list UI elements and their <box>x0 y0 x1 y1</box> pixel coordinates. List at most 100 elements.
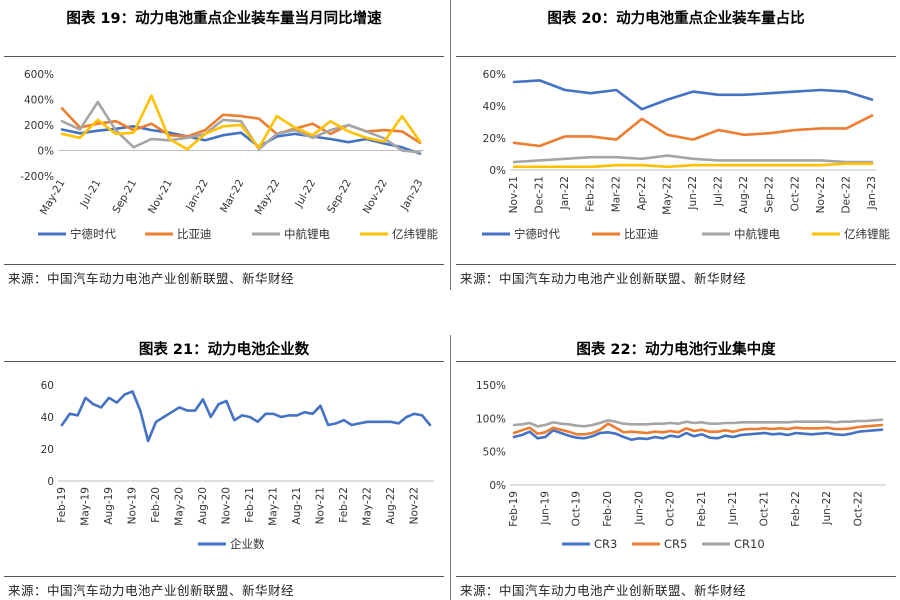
y-tick-label: 400% <box>24 95 54 107</box>
x-tick-label: Feb-19 <box>508 491 520 527</box>
series-line <box>512 422 884 436</box>
x-tick-label: Nov-22 <box>815 176 827 213</box>
legend-label: CR3 <box>594 537 617 551</box>
panel-divider-horizontal <box>4 56 444 57</box>
x-tick-label: Dec-22 <box>840 176 852 213</box>
x-tick-label: Feb-22 <box>338 487 350 523</box>
x-tick-label: May-22 <box>661 176 673 215</box>
legend-label: 比亚迪 <box>624 227 659 241</box>
legend-label: 中航锂电 <box>284 227 330 241</box>
x-tick-label: Feb-21 <box>696 491 708 527</box>
x-tick-label: Oct-20 <box>665 491 677 526</box>
x-tick-label: Aug-21 <box>291 487 303 525</box>
legend-label: 宁德时代 <box>514 227 560 241</box>
legend-label: CR5 <box>664 537 687 551</box>
series-line <box>60 390 432 443</box>
legend-label: 宁德时代 <box>70 227 116 241</box>
legend-label: 比亚迪 <box>177 227 212 241</box>
chart-source: 来源：中国汽车动力电池产业创新联盟、新华财经 <box>460 271 747 286</box>
x-tick-label: Nov-21 <box>508 176 520 213</box>
y-tick-label: 150% <box>476 380 506 392</box>
chart-source: 来源：中国汽车动力电池产业创新联盟、新华财经 <box>8 271 295 286</box>
series-line <box>60 125 422 155</box>
legend-label: 亿纬锂能 <box>392 227 438 241</box>
x-tick-label: May-21 <box>267 487 279 526</box>
x-tick-label: Jul-21 <box>78 178 104 211</box>
x-tick-label: Feb-19 <box>56 487 68 523</box>
x-tick-label: Oct-22 <box>789 176 801 211</box>
series-line <box>60 94 422 151</box>
y-tick-label: 20 <box>41 444 54 456</box>
x-tick-label: Feb-22 <box>790 491 802 527</box>
chart-yoy-growth: -200%0%200%400%600%May-21 Jul-21 Sep-21 Nov… <box>20 69 438 241</box>
panel-divider-horizontal <box>456 576 896 577</box>
panel-divider-horizontal <box>4 576 444 577</box>
series-line <box>512 114 874 148</box>
y-tick-label: 0 <box>47 476 54 488</box>
y-tick-label: 0% <box>489 165 506 177</box>
chart-company-count: 0 20 40 60 Feb-19 May-19 Aug-19 Nov-19 Feb-20 May… <box>41 380 434 551</box>
x-tick-label: Feb-22 <box>585 176 597 212</box>
panel-divider-horizontal <box>456 361 896 362</box>
chart-share: 0% 20% 40% 60% Nov-21 Dec-21 Jan-22 Feb-22 Mar-2… <box>482 69 890 241</box>
panel-divider-horizontal <box>456 264 896 265</box>
series-line <box>512 418 884 428</box>
series-line <box>60 100 422 154</box>
chart-source: 来源：中国汽车动力电池产业创新联盟、新华财经 <box>8 583 295 598</box>
y-tick-label: 600% <box>24 69 54 81</box>
x-tick-label: Feb-20 <box>602 491 614 527</box>
series-line <box>512 428 884 441</box>
x-tick-label: Apr-22 <box>636 176 648 211</box>
y-tick-label: 20% <box>483 133 506 145</box>
y-tick-label: 40% <box>483 101 506 113</box>
chart-concentration: 0% 50% 100% 150% Feb-19 Jun-19 Oct-19 Feb-20 Jun… <box>476 380 886 551</box>
x-tick-label: Nov-21 <box>146 178 175 216</box>
x-tick-label: Jun-19 <box>539 491 551 526</box>
chart-panel-yoy-growth: 图表 19：动力电池重点企业装车量当月同比增速 -200% 0% 200% 400% 6… <box>0 0 448 290</box>
chart-title: 图表 19：动力电池重点企业装车量当月同比增速 <box>66 11 382 27</box>
x-tick-label: Sep-22 <box>764 176 776 213</box>
y-tick-label: 0% <box>489 480 506 492</box>
x-tick-label: Jun-22 <box>821 491 833 526</box>
legend-label: 亿纬锂能 <box>844 227 890 241</box>
x-tick-label: Jun-21 <box>727 491 739 526</box>
legend-label: 中航锂电 <box>734 227 780 241</box>
x-tick-label: Mar-22 <box>610 176 622 212</box>
x-tick-label: Jun-22 <box>687 176 699 211</box>
y-tick-label: 60% <box>483 69 506 81</box>
x-tick-label: Nov-22 <box>361 178 390 216</box>
x-tick-label: Feb-20 <box>150 487 162 523</box>
x-tick-label: Aug-19 <box>103 487 115 525</box>
chart-source: 来源：中国汽车动力电池产业创新联盟、新华财经 <box>460 583 747 598</box>
x-tick-label: Oct-21 <box>759 491 771 526</box>
chart-panel-share: 图表 20：动力电池重点企业装车量占比 0% 20% 40% 60% Nov-21 Dec… <box>452 0 900 290</box>
x-tick-label: Jul-22 <box>292 178 318 211</box>
x-tick-label: Jun-20 <box>633 491 645 526</box>
chart-panel-company-count: 图表 21：动力电池企业数 0 20 40 60 Feb-19 May-19 Aug-19 N… <box>0 335 448 600</box>
x-tick-label: Jul-22 <box>713 176 725 207</box>
x-tick-label: Dec-21 <box>534 176 546 213</box>
x-tick-label: Oct-22 <box>853 491 865 526</box>
y-tick-label: -200% <box>20 171 54 183</box>
x-tick-label: May-21 <box>38 178 68 218</box>
chart-title: 图表 22：动力电池行业集中度 <box>576 342 776 358</box>
y-tick-label: 50% <box>483 447 506 459</box>
x-tick-label: Oct-19 <box>571 491 583 526</box>
legend-label: CR10 <box>734 537 765 551</box>
series-line <box>512 162 874 169</box>
x-tick-label: Feb-21 <box>244 487 256 523</box>
x-tick-label: May-22 <box>361 487 373 526</box>
x-tick-label: Aug-20 <box>197 487 209 525</box>
x-tick-label: Sep-22 <box>325 178 354 216</box>
legend-label: 企业数 <box>230 537 265 551</box>
series-line <box>512 154 874 164</box>
panel-divider-vertical <box>450 0 451 290</box>
panel-divider-horizontal <box>4 264 444 265</box>
x-tick-label: Jan-23 <box>866 176 878 210</box>
series-line <box>512 79 874 111</box>
y-tick-label: 40 <box>41 412 54 424</box>
x-tick-label: Jan-22 <box>183 178 211 214</box>
y-tick-label: 60 <box>41 380 54 392</box>
x-tick-label: Jan-22 <box>559 176 571 210</box>
panel-divider-horizontal <box>456 56 896 57</box>
